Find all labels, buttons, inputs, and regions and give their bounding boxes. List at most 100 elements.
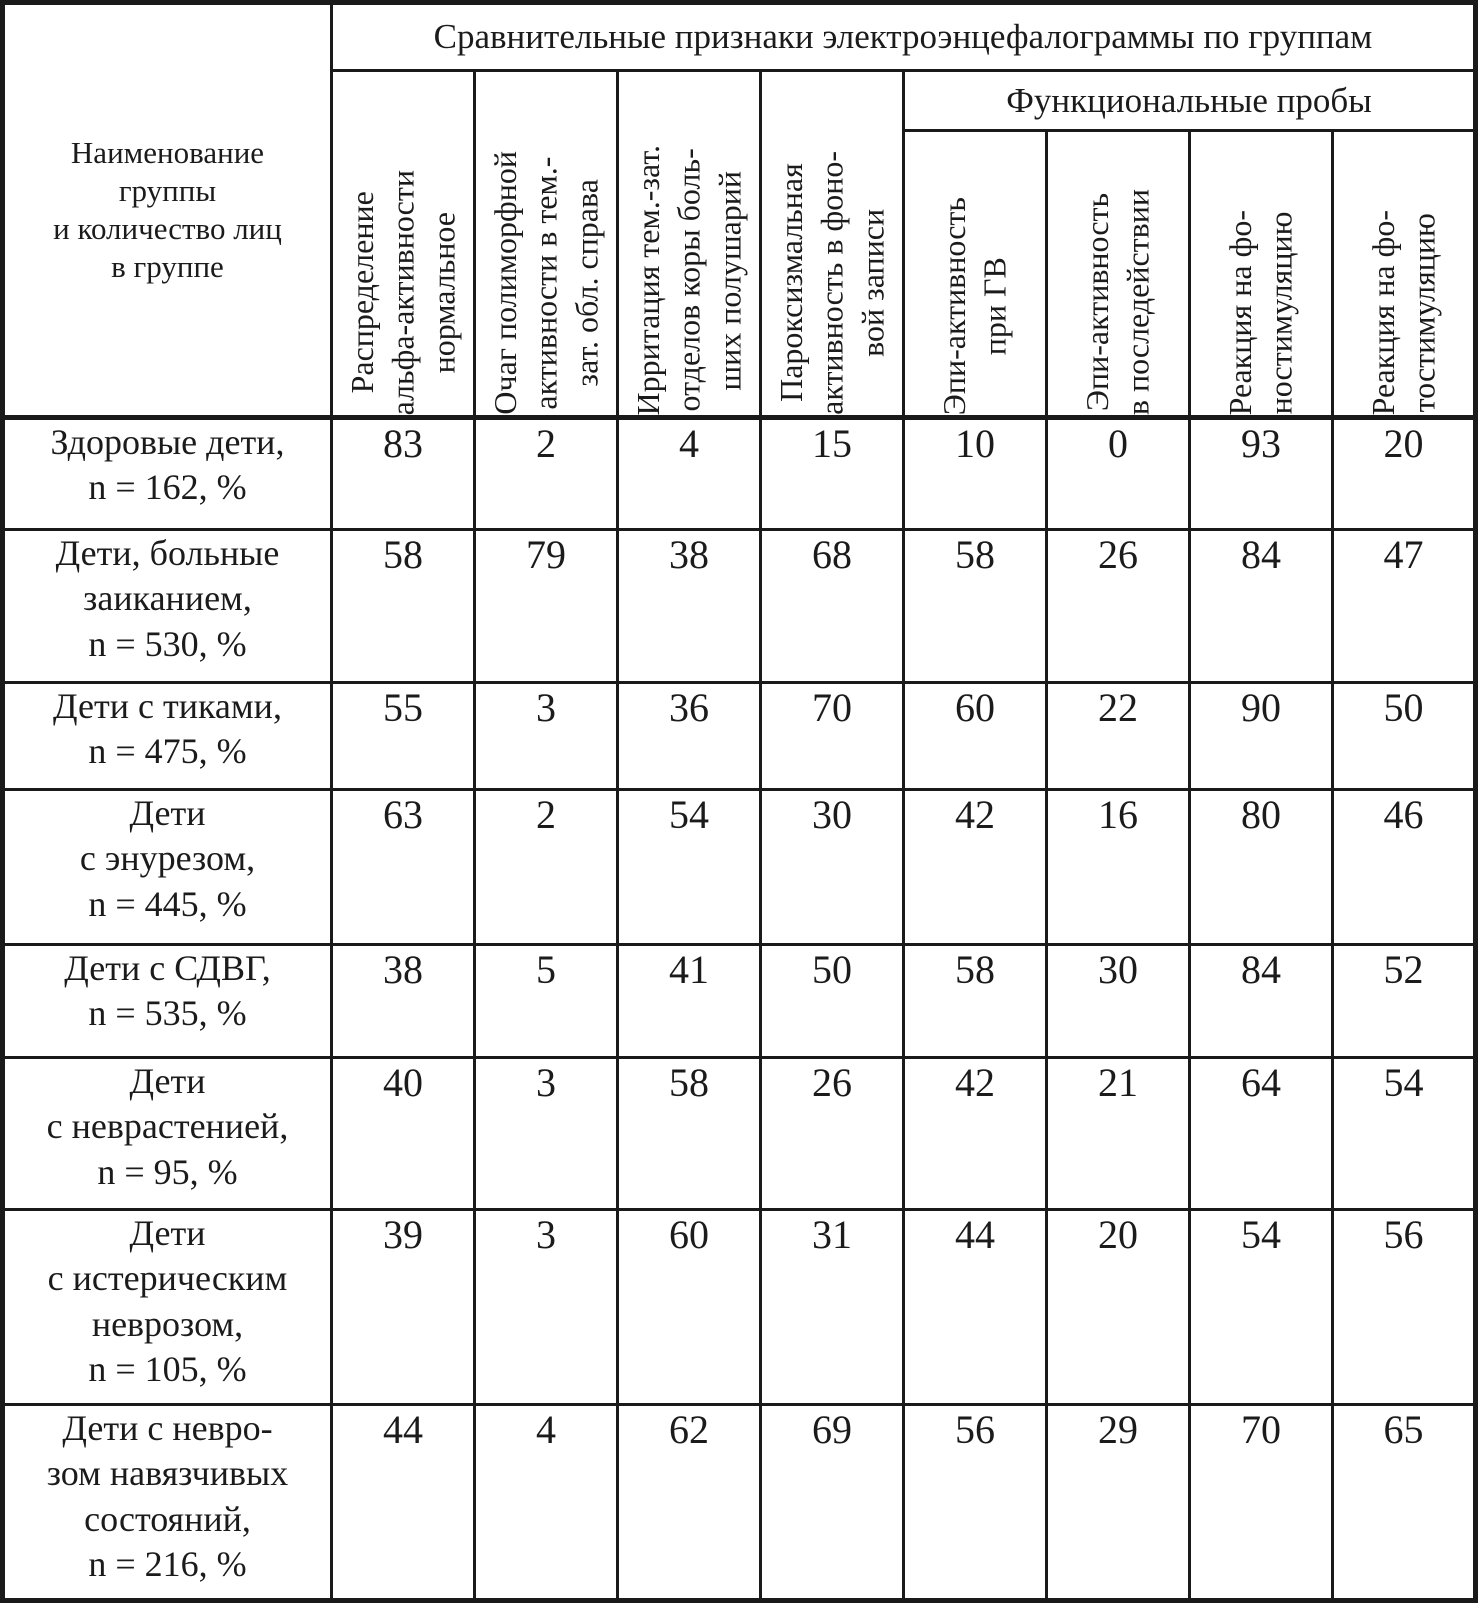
data-cell: 58 xyxy=(330,528,476,684)
table-row-enuresis: Дети с энурезом, n = 445, % 63 2 54 30 4… xyxy=(1,788,1477,946)
data-cell: 70 xyxy=(1188,1403,1334,1602)
data-cell: 83 xyxy=(330,415,476,531)
data-cell: 63 xyxy=(330,788,476,946)
column-header-epi-hv: Эпи-активность при ГВ xyxy=(902,129,1048,419)
data-cell: 10 xyxy=(902,415,1048,531)
data-cell: 31 xyxy=(759,1208,905,1406)
data-cell: 56 xyxy=(902,1403,1048,1602)
table-row-healthy: Здоровые дети, n = 162, % 83 2 4 15 10 0… xyxy=(1,415,1477,531)
data-cell: 68 xyxy=(759,528,905,684)
data-cell: 39 xyxy=(330,1208,476,1406)
data-cell: 38 xyxy=(330,943,476,1059)
column-header-irritation-label: Ирритация тем.-зат. отделов коры боль- ш… xyxy=(630,144,748,415)
data-cell: 5 xyxy=(473,943,619,1059)
data-cell: 80 xyxy=(1188,788,1334,946)
data-cell: 36 xyxy=(616,681,762,791)
row-label: Дети, больные заиканием, n = 530, % xyxy=(1,528,333,684)
table-row-adhd: Дети с СДВГ, n = 535, % 38 5 41 50 58 30… xyxy=(1,943,1477,1059)
functional-subheaders-row: Эпи-активность при ГВ Эпи-активность в п… xyxy=(3,129,1477,419)
data-cell: 2 xyxy=(473,788,619,946)
functional-group-row: Распределение альфа-активности нормально… xyxy=(3,69,1477,419)
data-cell: 62 xyxy=(616,1403,762,1602)
data-cell: 54 xyxy=(616,788,762,946)
data-cell: 38 xyxy=(616,528,762,684)
data-cell: 56 xyxy=(1331,1208,1477,1406)
data-cell: 42 xyxy=(902,1056,1048,1211)
column-header-epi-aftereffect: Эпи-активность в последействии xyxy=(1045,129,1191,419)
data-cell: 44 xyxy=(902,1208,1048,1406)
data-cell: 84 xyxy=(1188,528,1334,684)
data-cell: 2 xyxy=(473,415,619,531)
column-header-paroxysmal: Пароксизмальная активность в фоно- вой з… xyxy=(759,69,905,419)
data-cell: 50 xyxy=(1331,681,1477,791)
table-title-row: Наименование группы и количество лиц в г… xyxy=(1,1,1477,419)
data-cell: 40 xyxy=(330,1056,476,1211)
data-cell: 65 xyxy=(1331,1403,1477,1602)
data-cell: 3 xyxy=(473,1056,619,1211)
data-cell: 84 xyxy=(1188,943,1334,1059)
data-cell: 30 xyxy=(759,788,905,946)
column-header-alpha-distribution: Распределение альфа-активности нормально… xyxy=(330,69,476,419)
column-header-polymorphic-focus-label: Очаг полиморфной активности в тем.- зат.… xyxy=(487,151,605,415)
data-cell: 4 xyxy=(616,415,762,531)
data-cell: 21 xyxy=(1045,1056,1191,1211)
column-header-phonostimulation-label: Реакция на фо- ностимуляцию xyxy=(1222,209,1299,415)
data-cell: 93 xyxy=(1188,415,1334,531)
row-label: Дети с истерическим неврозом, n = 105, % xyxy=(1,1208,333,1406)
column-header-epi-aftereffect-label: Эпи-активность в последействии xyxy=(1079,188,1156,415)
data-cell: 20 xyxy=(1045,1208,1191,1406)
column-header-epi-hv-label: Эпи-активность при ГВ xyxy=(936,196,1013,415)
data-cell: 3 xyxy=(473,681,619,791)
data-cell: 58 xyxy=(902,528,1048,684)
data-cell: 70 xyxy=(759,681,905,791)
table-row-tics: Дети с тиками, n = 475, % 55 3 36 70 60 … xyxy=(1,681,1477,791)
data-cell: 0 xyxy=(1045,415,1191,531)
data-cell: 26 xyxy=(759,1056,905,1211)
data-cell: 29 xyxy=(1045,1403,1191,1602)
corner-header: Наименование группы и количество лиц в г… xyxy=(1,1,333,419)
data-cell: 79 xyxy=(473,528,619,684)
table-row-obsessive-neurosis: Дети с невро- зом навязчивых состояний, … xyxy=(1,1403,1477,1602)
functional-tests-header: Функциональные пробы xyxy=(902,69,1477,132)
column-header-photostimulation-label: Реакция на фо- тостимуляцию xyxy=(1364,209,1442,415)
row-label: Дети с СДВГ, n = 535, % xyxy=(1,943,333,1059)
data-cell: 30 xyxy=(1045,943,1191,1059)
column-header-irritation: Ирритация тем.-зат. отделов коры боль- ш… xyxy=(616,69,762,419)
data-cell: 15 xyxy=(759,415,905,531)
data-cell: 22 xyxy=(1045,681,1191,791)
data-cell: 41 xyxy=(616,943,762,1059)
data-cell: 69 xyxy=(759,1403,905,1602)
row-label: Здоровые дети, n = 162, % xyxy=(1,415,333,531)
column-header-alpha-distribution-label: Распределение альфа-активности нормально… xyxy=(344,169,462,415)
data-cell: 58 xyxy=(902,943,1048,1059)
data-cell: 4 xyxy=(473,1403,619,1602)
data-cell: 44 xyxy=(330,1403,476,1602)
row-label: Дети с энурезом, n = 445, % xyxy=(1,788,333,946)
data-cell: 54 xyxy=(1331,1056,1477,1211)
data-cell: 64 xyxy=(1188,1056,1334,1211)
data-cell: 60 xyxy=(616,1208,762,1406)
data-cell: 42 xyxy=(902,788,1048,946)
data-cell: 47 xyxy=(1331,528,1477,684)
data-cell: 58 xyxy=(616,1056,762,1211)
row-label: Дети с тиками, n = 475, % xyxy=(1,681,333,791)
data-cell: 20 xyxy=(1331,415,1477,531)
table-row-hysterical-neurosis: Дети с истерическим неврозом, n = 105, %… xyxy=(1,1208,1477,1406)
data-cell: 54 xyxy=(1188,1208,1334,1406)
data-cell: 50 xyxy=(759,943,905,1059)
data-cell: 55 xyxy=(330,681,476,791)
table-row-stuttering: Дети, больные заиканием, n = 530, % 58 7… xyxy=(1,528,1477,684)
data-cell: 16 xyxy=(1045,788,1191,946)
row-label: Дети с невро- зом навязчивых состояний, … xyxy=(1,1403,333,1602)
row-label: Дети с неврастенией, n = 95, % xyxy=(1,1056,333,1211)
data-cell: 46 xyxy=(1331,788,1477,946)
column-header-phonostimulation: Реакция на фо- ностимуляцию xyxy=(1188,129,1334,419)
data-cell: 3 xyxy=(473,1208,619,1406)
column-header-polymorphic-focus: Очаг полиморфной активности в тем.- зат.… xyxy=(473,69,619,419)
table-row-neurasthenia: Дети с неврастенией, n = 95, % 40 3 58 2… xyxy=(1,1056,1477,1211)
data-cell: 90 xyxy=(1188,681,1334,791)
data-cell: 60 xyxy=(902,681,1048,791)
data-cell: 52 xyxy=(1331,943,1477,1059)
table-title: Сравнительные признаки электроэнцефалогр… xyxy=(330,1,1477,72)
